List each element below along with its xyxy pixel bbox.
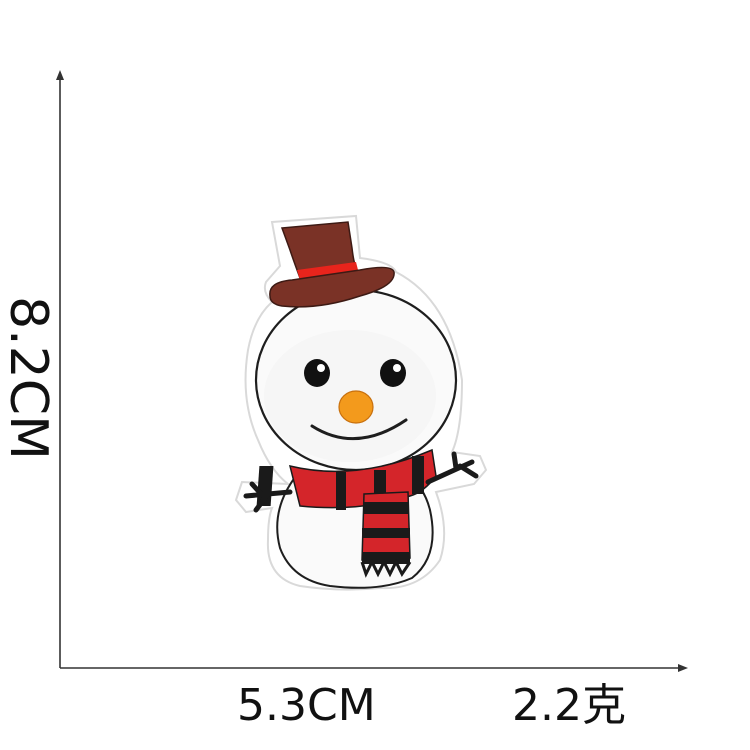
snowman-smile	[310, 418, 408, 441]
height-label: 8.2CM	[0, 296, 58, 460]
top-hat	[269, 221, 395, 308]
width-label: 5.3CM	[237, 680, 376, 731]
striped-scarf	[256, 448, 437, 578]
horizontal-axis-arrow	[678, 664, 688, 672]
vertical-axis-arrow	[56, 70, 64, 80]
snowman-patch	[234, 214, 488, 591]
hat-brim	[269, 266, 395, 308]
dimension-axes	[59, 76, 682, 669]
right-arm	[425, 451, 479, 485]
snowman-eyes	[304, 359, 406, 387]
carrot-nose	[338, 390, 374, 424]
weight-label: 2.2克	[512, 680, 626, 731]
stick-arms	[243, 451, 479, 513]
left-arm	[243, 481, 293, 513]
scarf-fringe	[360, 558, 412, 578]
